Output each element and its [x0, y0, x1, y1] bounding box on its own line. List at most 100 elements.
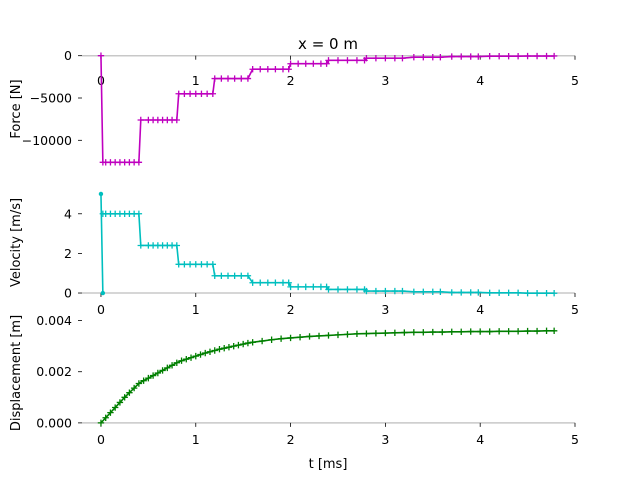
y-tick-label: −10000 [22, 133, 72, 148]
x-tick-label: 0 [97, 302, 105, 317]
data-point [495, 328, 503, 335]
data-point [130, 384, 138, 392]
data-point [257, 279, 264, 286]
data-point [183, 355, 190, 363]
data-point [325, 332, 332, 339]
chart-title: x = 0 m [298, 35, 358, 53]
data-point [495, 289, 503, 297]
y-tick-label: 4 [64, 206, 72, 221]
data-point [279, 279, 287, 286]
data-point [391, 55, 399, 62]
data-point [486, 289, 493, 297]
data-point [524, 52, 531, 60]
data-point [209, 261, 217, 268]
data-point [550, 52, 558, 60]
data-point [198, 90, 205, 97]
data-point [137, 116, 144, 124]
data-point [524, 290, 531, 297]
data-point [429, 328, 436, 336]
data-point [175, 261, 182, 268]
data-point [216, 346, 223, 353]
data-point [218, 272, 225, 279]
data-point [175, 90, 182, 97]
data-point [249, 279, 256, 286]
data-point [258, 337, 266, 345]
data-point [514, 289, 522, 297]
data-point [231, 75, 238, 82]
data-point [505, 289, 512, 297]
data-point [135, 210, 143, 217]
x-tick-label: 1 [192, 432, 200, 447]
data-point [302, 283, 309, 291]
data-point [363, 287, 370, 295]
data-point [382, 287, 389, 295]
x-axis-label: t [ms] [309, 457, 348, 472]
data-point [224, 75, 232, 82]
data-point [192, 352, 199, 360]
x-tick-label: 3 [381, 302, 389, 317]
data-point [401, 329, 408, 336]
data-point [533, 52, 541, 60]
x-tick-label: 1 [192, 302, 200, 317]
data-point [235, 341, 242, 349]
data-point [399, 55, 406, 62]
data-point [257, 66, 264, 73]
data-point [277, 335, 285, 342]
data-point [476, 328, 484, 335]
x-tick-label: 0 [97, 432, 105, 447]
data-point [533, 290, 541, 297]
data-point [202, 349, 209, 357]
data-point [225, 343, 233, 351]
data-point [334, 331, 342, 339]
x-tick-label: 4 [476, 302, 484, 317]
data-point [231, 272, 238, 279]
y-axis-label: Velocity [m/s] [9, 198, 24, 287]
data-point [272, 279, 279, 286]
y-axis-label: Displacement [m] [9, 315, 24, 431]
data-point [410, 329, 418, 336]
data-point [344, 57, 351, 64]
data-point [420, 54, 427, 61]
data-point [467, 328, 474, 335]
panel-velocity: 0 1 2 3 4 5 4 2 0 Velocity [m/s] [9, 191, 579, 317]
data-point [533, 327, 541, 335]
y-tick-label: 2 [64, 246, 72, 261]
data-point [287, 334, 294, 342]
data-point [285, 66, 292, 73]
data-point [448, 289, 455, 296]
panel-displacement: 0 1 2 3 4 5 0.004 0.002 0.000 Displacement [m] [9, 313, 579, 447]
data-point [543, 327, 550, 334]
data-point [244, 75, 252, 82]
data-point [239, 340, 247, 348]
data-point [230, 342, 237, 350]
data-point [317, 60, 325, 67]
data-point [353, 57, 361, 64]
data-point [391, 287, 399, 295]
y-tick-label: 0.000 [36, 415, 72, 430]
data-point [173, 242, 181, 249]
x-tick-label: 3 [381, 73, 389, 88]
data-point [121, 394, 128, 401]
data-point [353, 286, 361, 293]
x-tick-label: 5 [571, 73, 579, 88]
data-point [197, 351, 204, 358]
data-point [306, 333, 313, 340]
y-axis-label: Force [N] [9, 79, 24, 138]
y-tick-label: 0.004 [36, 313, 72, 328]
data-point [244, 272, 252, 279]
data-point [181, 261, 188, 268]
data-point [486, 328, 493, 335]
y-tick-label: 0 [64, 286, 72, 301]
data-point [323, 60, 330, 67]
data-point [209, 90, 217, 97]
data-point [495, 53, 503, 60]
data-point [116, 399, 124, 406]
x-tick-label: 2 [287, 302, 295, 317]
data-point [475, 53, 482, 60]
data-point [224, 272, 232, 279]
data-point [448, 53, 455, 60]
data-point [372, 330, 380, 337]
data-point [187, 354, 195, 361]
data-point [543, 52, 550, 60]
